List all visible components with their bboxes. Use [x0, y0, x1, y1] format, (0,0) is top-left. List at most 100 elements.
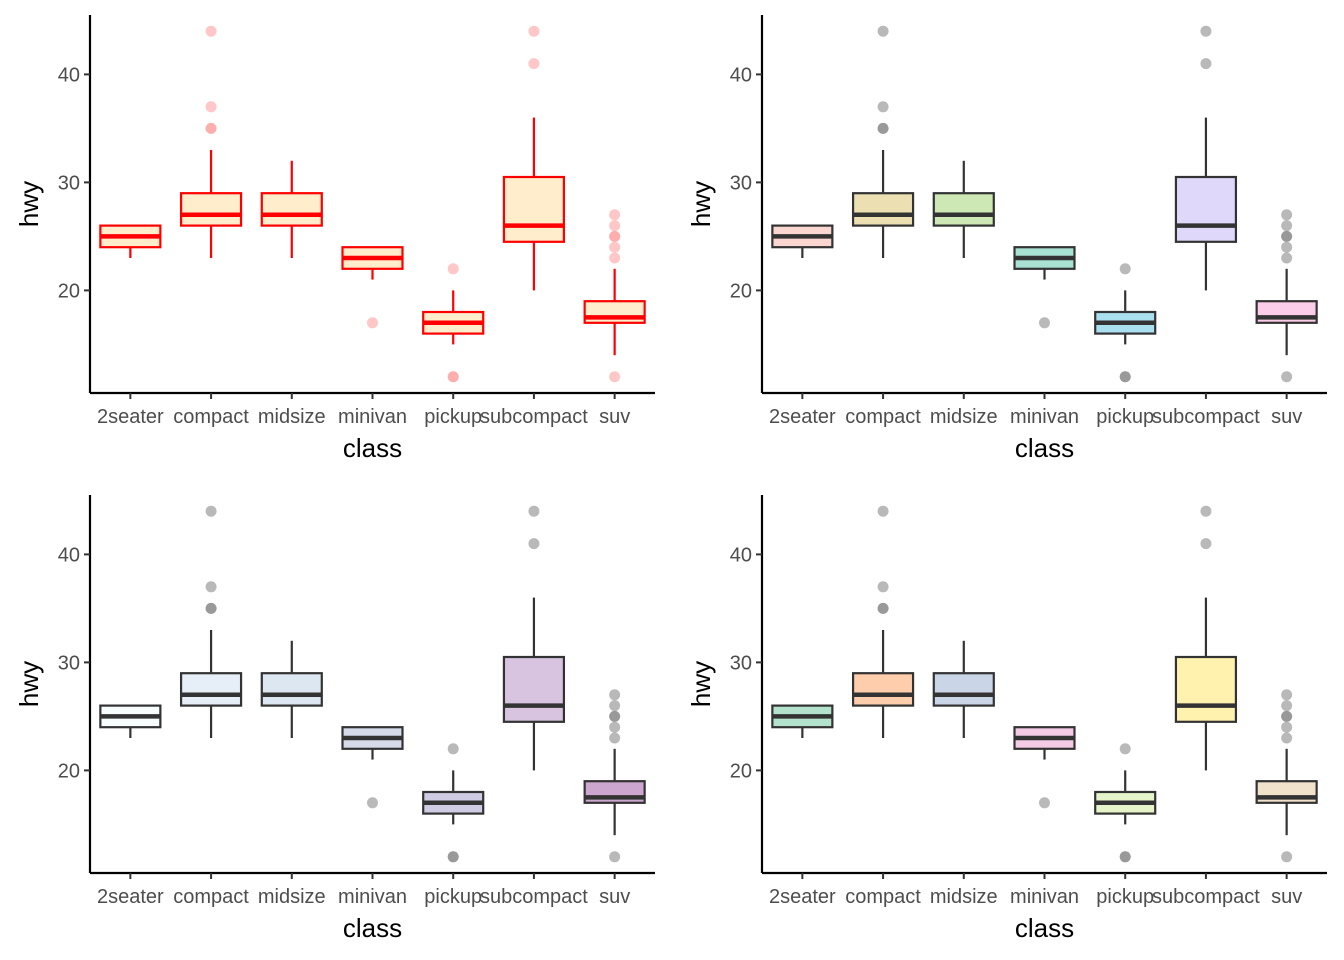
y-tick-label: 30: [58, 172, 80, 194]
outlier-point: [1119, 263, 1131, 275]
x-tick-label: compact: [173, 406, 249, 428]
outlier-point: [1281, 851, 1293, 863]
chart-panel-1: 20 30 40 2seater compact midsize minivan pickup…: [14, 15, 655, 463]
x-tick-label: pickup: [424, 406, 482, 428]
box-midsize: [260, 160, 323, 258]
box-suv: [583, 209, 646, 383]
outlier-point: [1281, 241, 1293, 253]
x-axis-title: class: [1015, 433, 1074, 463]
outlier-point: [205, 505, 217, 517]
x-tick-label: 2seater: [97, 406, 164, 428]
outlier-point: [1281, 732, 1293, 744]
y-tick-label: 30: [58, 652, 80, 674]
x-tick-label: minivan: [338, 406, 407, 428]
outlier-point: [1119, 743, 1131, 755]
outlier-point: [609, 220, 621, 232]
x-axis-title: class: [1015, 913, 1074, 943]
chart-panel-4: 20 30 40 2seater compact midsize minivan pickup…: [686, 495, 1327, 943]
outlier-point: [367, 797, 378, 809]
box-2seater: [99, 224, 162, 258]
outlier-point: [447, 371, 459, 383]
x-tick-label: pickup: [1096, 886, 1154, 908]
x-axis-title: class: [343, 433, 402, 463]
outlier-point: [609, 721, 621, 733]
box-body: [1174, 655, 1238, 723]
x-tick-label: compact: [845, 406, 921, 428]
box-subcompact: [1174, 505, 1238, 771]
outlier-point: [205, 581, 217, 593]
x-tick-label: subcompact: [480, 886, 588, 908]
x-tick-label: subcompact: [480, 406, 588, 428]
outlier-point: [609, 252, 621, 264]
box-2seater: [771, 224, 834, 258]
x-tick-label: minivan: [1010, 886, 1079, 908]
box-2seater: [99, 704, 162, 738]
y-tick-label: 40: [730, 64, 752, 86]
box-compact: [851, 25, 915, 258]
outlier-point: [609, 371, 621, 383]
y-tick-label: 40: [730, 544, 752, 566]
box-suv: [1255, 209, 1318, 383]
outlier-point: [1281, 689, 1293, 701]
outlier-point: [205, 25, 217, 37]
y-axis-title: hwy: [686, 661, 716, 707]
box-body: [851, 672, 915, 707]
x-tick-label: minivan: [1010, 406, 1079, 428]
outlier-point: [877, 505, 889, 517]
box-suv: [583, 689, 646, 863]
outlier-point: [609, 209, 621, 221]
box-pickup: [422, 263, 485, 383]
box-minivan: [341, 726, 404, 809]
outlier-point: [609, 732, 621, 744]
outlier-point: [1281, 230, 1293, 242]
y-tick-label: 20: [58, 760, 80, 782]
x-tick-label: 2seater: [769, 886, 836, 908]
x-tick-label: pickup: [424, 886, 482, 908]
chart-panel-3: 20 30 40 2seater compact midsize minivan pickup…: [14, 495, 655, 943]
outlier-point: [609, 851, 621, 863]
outlier-point: [877, 602, 889, 614]
x-tick-label: midsize: [258, 406, 326, 428]
outlier-point: [877, 25, 889, 37]
box-body: [179, 672, 243, 707]
outlier-point: [1281, 721, 1293, 733]
outlier-point: [1039, 317, 1050, 329]
box-midsize: [932, 160, 995, 258]
outlier-point: [1281, 252, 1293, 264]
x-tick-label: pickup: [1096, 406, 1154, 428]
box-body: [502, 175, 566, 243]
box-midsize: [932, 640, 995, 738]
outlier-point: [1200, 58, 1212, 70]
outlier-point: [609, 241, 621, 253]
outlier-point: [1119, 371, 1131, 383]
x-tick-label: suv: [599, 406, 630, 428]
outlier-point: [1200, 25, 1212, 37]
outlier-point: [877, 581, 889, 593]
box-compact: [179, 505, 243, 738]
y-axis-title: hwy: [14, 661, 44, 707]
x-axis-title: class: [343, 913, 402, 943]
box-body: [260, 192, 323, 227]
y-tick-label: 20: [58, 280, 80, 302]
y-axis-title: hwy: [686, 181, 716, 227]
outlier-point: [609, 230, 621, 242]
box-subcompact: [502, 25, 566, 291]
box-minivan: [341, 246, 404, 329]
box-pickup: [422, 743, 485, 863]
outlier-point: [447, 743, 459, 755]
box-body: [260, 672, 323, 707]
x-tick-label: subcompact: [1152, 406, 1260, 428]
outlier-point: [877, 101, 889, 113]
x-tick-label: 2seater: [97, 886, 164, 908]
y-tick-label: 30: [730, 172, 752, 194]
outlier-point: [1119, 851, 1131, 863]
box-compact: [179, 25, 243, 258]
box-midsize: [260, 640, 323, 738]
outlier-point: [528, 505, 540, 517]
box-body: [179, 192, 243, 227]
box-body: [932, 672, 995, 707]
box-body: [851, 192, 915, 227]
box-body: [1174, 175, 1238, 243]
outlier-point: [528, 58, 540, 70]
outlier-point: [1200, 538, 1212, 550]
